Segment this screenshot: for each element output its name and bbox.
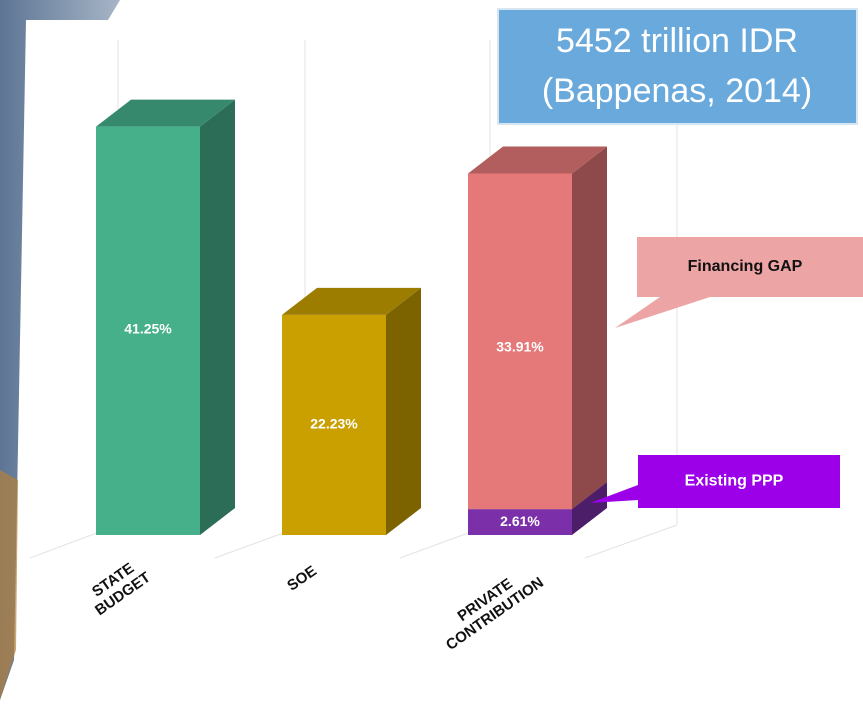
bar-side: [572, 146, 607, 510]
bar: [468, 509, 572, 535]
background-edge: [0, 470, 18, 700]
bar-top: [468, 146, 607, 174]
value-label: 33.91%: [496, 339, 544, 355]
bar-side: [386, 287, 421, 535]
bar-top: [282, 287, 421, 315]
bar-side: [200, 99, 235, 535]
legend-pointer: [615, 297, 710, 328]
bar: [282, 314, 386, 535]
value-label: 41.25%: [124, 321, 172, 337]
chart-subtitle: (Bappenas, 2014): [542, 72, 812, 110]
bar: [468, 173, 572, 510]
bar: [96, 126, 200, 535]
value-label: 22.23%: [310, 416, 358, 432]
legend-box: [637, 237, 863, 297]
chart-title: 5452 trillion IDR: [556, 22, 798, 60]
bar-side: [572, 482, 607, 535]
legend-label: Existing PPP: [685, 473, 784, 490]
legend-box: [638, 455, 840, 508]
legend-pointer: [590, 485, 638, 503]
legend-label: Financing GAP: [688, 258, 803, 275]
title-box: [497, 8, 858, 125]
bar-top: [96, 99, 235, 127]
value-label: 2.61%: [500, 513, 540, 529]
